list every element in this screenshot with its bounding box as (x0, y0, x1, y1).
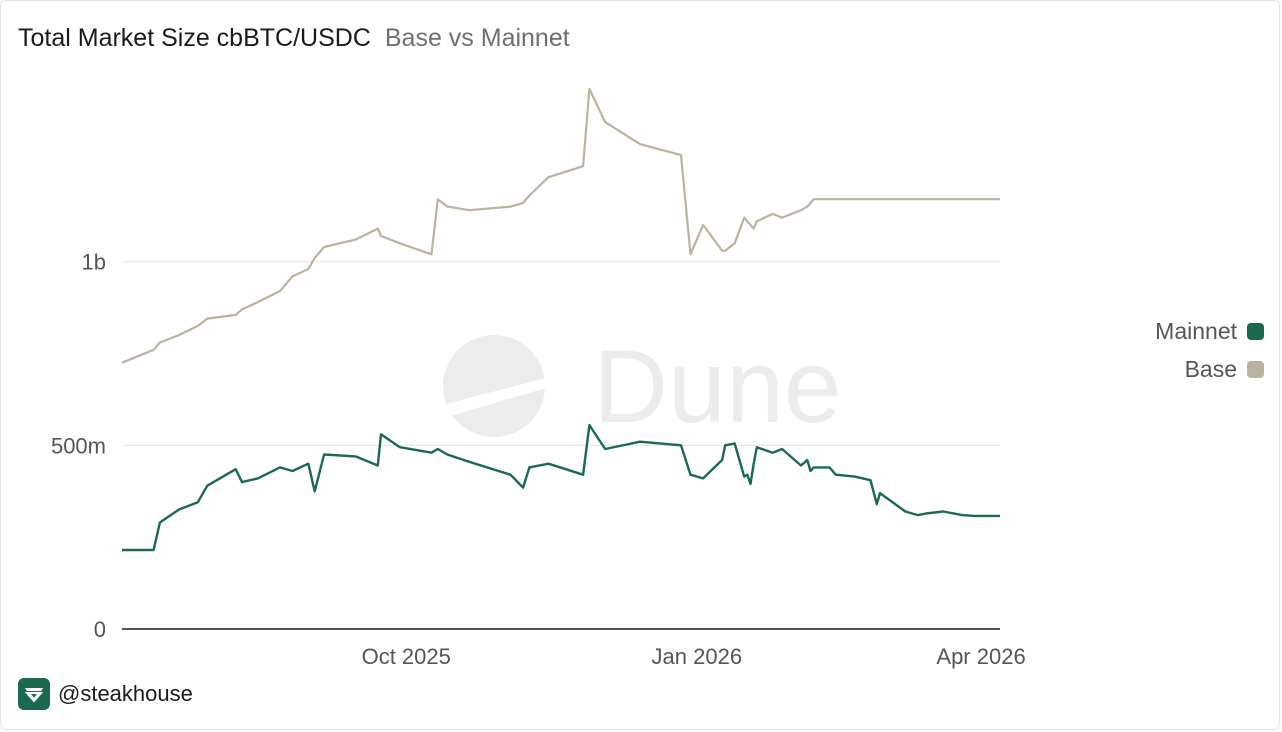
series-lines (121, 87, 1000, 552)
x-tick-label: Jan 2026 (652, 644, 743, 669)
x-tick-label: Apr 2026 (936, 644, 1025, 669)
steakhouse-logo-icon[interactable] (18, 678, 50, 710)
y-tick-label: 500m (51, 433, 106, 458)
chart-title: Total Market Size cbBTC/USDC (18, 24, 371, 52)
chart-title-row: Total Market Size cbBTC/USDC Base vs Main… (18, 22, 570, 54)
legend-label-mainnet: Mainnet (1155, 317, 1237, 344)
series-line-mainnet[interactable] (122, 423, 1000, 552)
footer: @steakhouse (18, 678, 193, 710)
legend-item-base[interactable]: Base (1155, 350, 1264, 388)
chart-subtitle: Base vs Mainnet (384, 24, 570, 52)
dune-logo-icon (443, 335, 546, 437)
y-tick-label: 1b (82, 250, 106, 275)
x-tick-label: Oct 2025 (362, 644, 451, 669)
legend-swatch-mainnet (1247, 322, 1264, 340)
x-axis-ticks: Oct 2025 Jan 2026 Apr 2026 (362, 644, 1026, 669)
grid-lines (122, 261, 1000, 446)
y-axis-ticks: 0 500m 1b (51, 250, 106, 642)
dune-watermark: Dune (443, 329, 842, 445)
legend-swatch-base (1247, 360, 1264, 378)
legend-label-base: Base (1184, 355, 1237, 382)
y-tick-label: 0 (94, 617, 106, 642)
legend: Mainnet Base (1155, 312, 1264, 388)
author-handle[interactable]: @steakhouse (58, 681, 193, 706)
watermark-text: Dune (593, 329, 842, 445)
series-line-base[interactable] (121, 87, 1000, 364)
legend-item-mainnet[interactable]: Mainnet (1155, 312, 1264, 350)
